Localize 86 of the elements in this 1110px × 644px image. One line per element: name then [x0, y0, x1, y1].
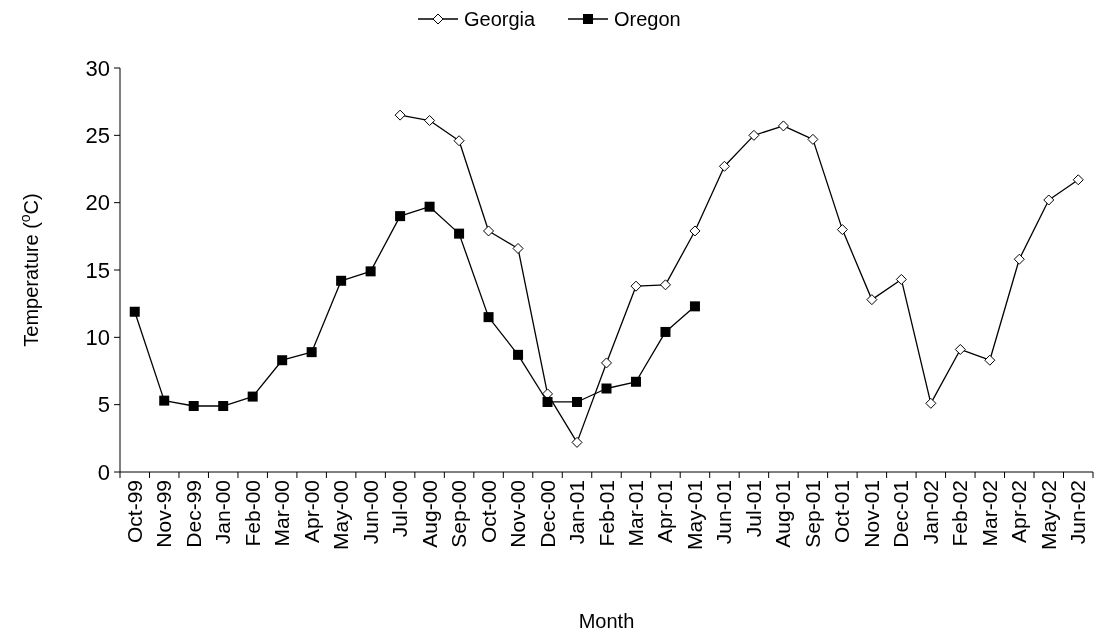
- point: [571, 436, 583, 448]
- x-tick-label: Dec-99: [181, 480, 205, 548]
- x-tick-label: Mar-01: [623, 480, 647, 547]
- x-tick-label: Jan-00: [211, 480, 235, 545]
- point: [512, 242, 524, 254]
- point: [395, 211, 406, 222]
- point: [365, 266, 376, 277]
- y-tick-label: 30: [85, 55, 110, 81]
- point: [689, 301, 700, 312]
- point: [954, 343, 966, 355]
- x-tick-label: May-00: [329, 480, 353, 551]
- point: [925, 397, 937, 409]
- legend-label: Oregon: [614, 8, 681, 30]
- y-tick-label: 5: [97, 392, 110, 418]
- y-tick-label: 25: [85, 123, 110, 149]
- y-tick-label: 20: [85, 190, 110, 216]
- x-tick-label: Nov-99: [152, 480, 176, 548]
- point: [630, 376, 641, 387]
- x-tick-label: Apr-00: [299, 480, 323, 544]
- point: [424, 201, 435, 212]
- x-tick-label: Aug-01: [771, 480, 795, 548]
- x-tick-label: Mar-02: [977, 480, 1001, 547]
- point: [424, 115, 436, 127]
- x-tick-label: Sep-01: [800, 480, 824, 548]
- legend-label: Georgia: [464, 8, 537, 30]
- y-tick-label: 15: [85, 257, 110, 283]
- x-tick-label: Sep-00: [447, 480, 471, 548]
- x-tick-label: Jun-01: [712, 480, 736, 545]
- x-tick-label: May-02: [1036, 480, 1060, 551]
- x-tick-label: Dec-00: [535, 480, 559, 548]
- x-tick-label: Oct-99: [122, 480, 146, 544]
- x-tick-label: Feb-02: [948, 480, 972, 547]
- x-tick-label: Feb-00: [240, 480, 264, 547]
- point: [984, 354, 996, 366]
- y-tick-label: 10: [85, 325, 110, 351]
- x-tick-label: Oct-00: [476, 480, 500, 544]
- point: [277, 355, 288, 366]
- point: [572, 396, 583, 407]
- x-tick-label: Nov-01: [859, 480, 883, 548]
- point: [895, 273, 907, 285]
- point: [483, 225, 495, 237]
- x-tick-label: Oct-01: [830, 480, 854, 544]
- point: [689, 225, 701, 237]
- x-tick-label: Jul-00: [388, 480, 412, 538]
- x-axis-title: Month: [578, 610, 635, 632]
- point: [718, 160, 730, 172]
- point: [1043, 194, 1055, 206]
- point: [1013, 253, 1025, 265]
- point: [659, 279, 671, 291]
- x-tick-label: Aug-00: [417, 480, 441, 548]
- point: [129, 306, 140, 317]
- point: [836, 224, 848, 236]
- x-tick-label: Apr-02: [1007, 480, 1031, 544]
- point: [394, 109, 406, 121]
- x-tick-label: Jan-02: [918, 480, 942, 545]
- x-tick-label: Apr-01: [653, 480, 677, 544]
- y-tick-label: 0: [97, 459, 110, 485]
- point: [159, 395, 170, 406]
- point: [306, 347, 317, 358]
- point: [660, 326, 671, 337]
- point: [748, 129, 760, 141]
- x-tick-label: Nov-00: [506, 480, 530, 548]
- x-tick-label: Jun-00: [358, 480, 382, 545]
- point: [218, 401, 229, 412]
- x-tick-label: Feb-01: [594, 480, 618, 547]
- point: [454, 228, 465, 239]
- point: [336, 275, 347, 286]
- point: [807, 133, 819, 145]
- point: [247, 391, 258, 402]
- point: [777, 120, 789, 132]
- x-tick-label: Jan-01: [565, 480, 589, 545]
- point: [866, 294, 878, 306]
- point: [453, 135, 465, 147]
- x-tick-label: May-01: [682, 480, 706, 551]
- point: [601, 357, 612, 369]
- point: [1072, 174, 1084, 186]
- point: [630, 280, 642, 292]
- point: [542, 396, 553, 407]
- point: [601, 383, 612, 394]
- point: [188, 401, 199, 412]
- x-tick-label: Dec-01: [889, 480, 913, 548]
- point: [483, 312, 494, 323]
- x-tick-label: Jun-02: [1066, 480, 1090, 545]
- x-tick-label: Jul-01: [741, 480, 765, 538]
- x-tick-label: Mar-00: [270, 480, 294, 547]
- point: [513, 349, 524, 360]
